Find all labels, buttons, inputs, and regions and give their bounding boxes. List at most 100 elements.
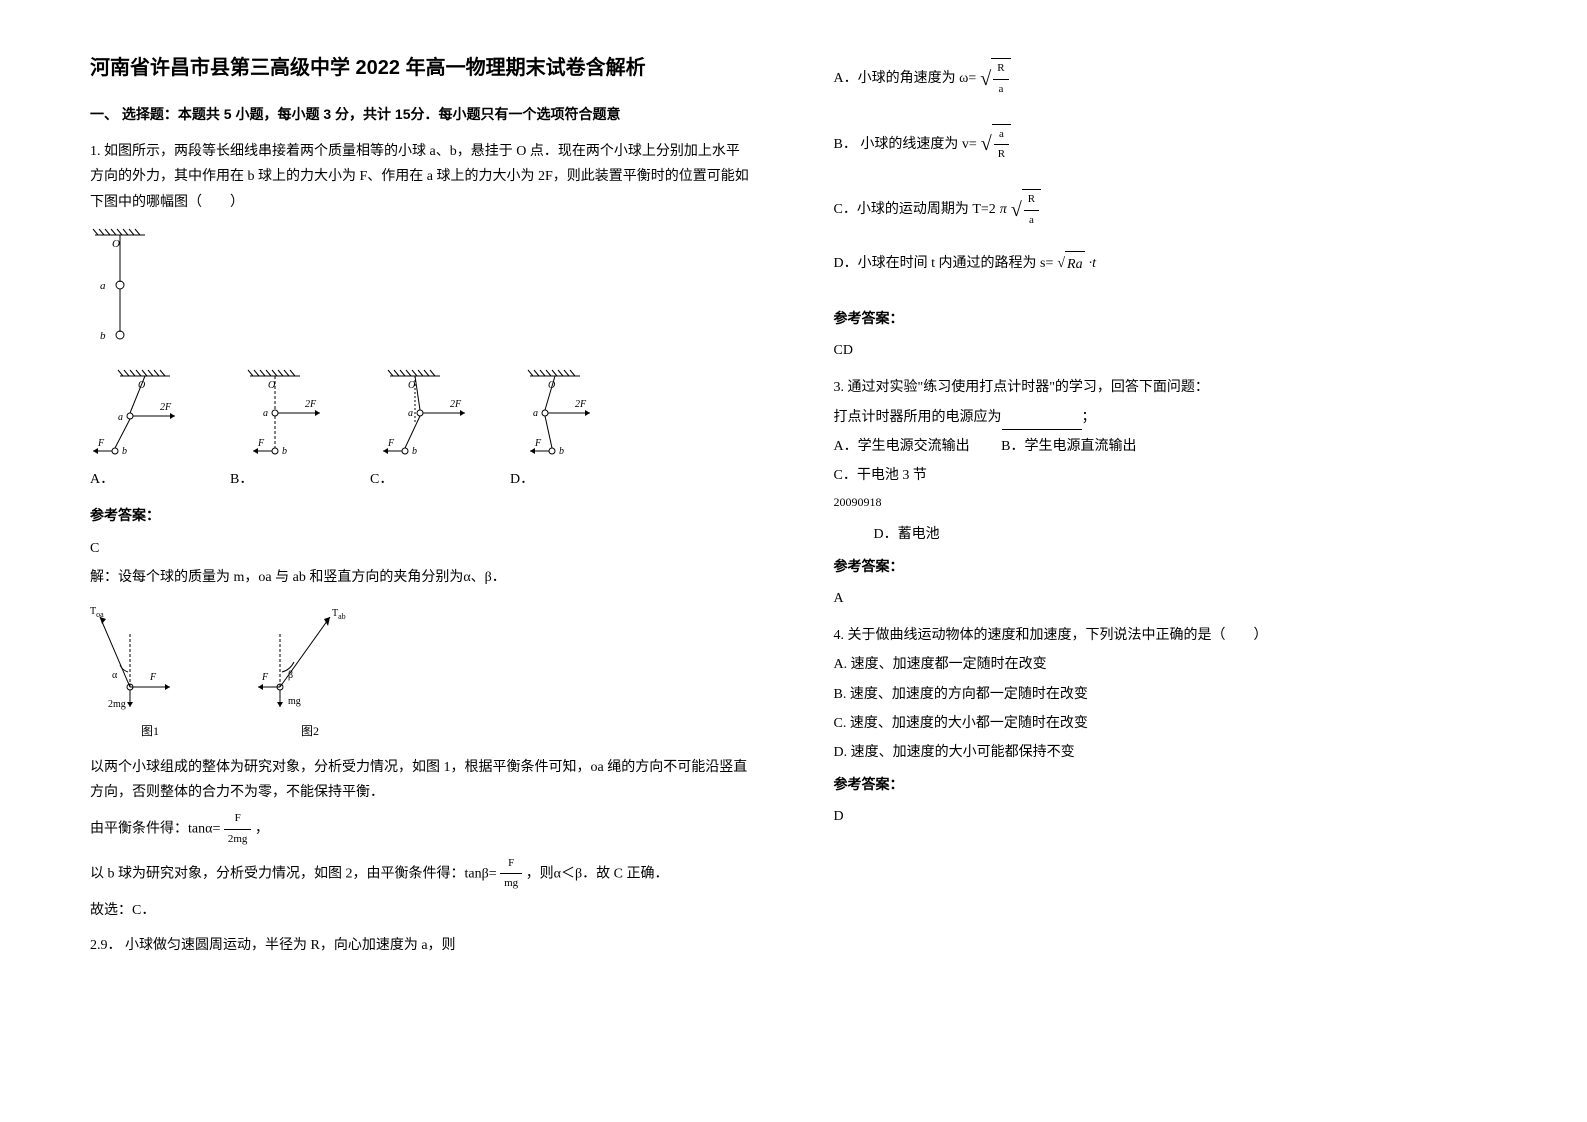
svg-text:F: F <box>97 438 105 449</box>
q1-sol4b: ，则α＜β．故 C 正确． <box>526 866 669 881</box>
svg-text:Toa: Toa <box>90 606 104 619</box>
q3-optC: C．干电池 3 节 <box>834 463 1498 488</box>
q1-optC-svg: O a 2F b F <box>370 368 480 458</box>
frac-num2: F <box>500 854 522 875</box>
q2-option-a: A．小球的角速度为 ω= √ Ra <box>834 58 1498 100</box>
svg-text:F: F <box>149 672 157 683</box>
label-b: b <box>100 330 106 342</box>
svg-text:2mg: 2mg <box>108 699 126 710</box>
q1-setup-diagram: O a b <box>90 227 754 356</box>
q4-text: 4. 关于做曲线运动物体的速度和加速度，下列说法中正确的是（ ） <box>834 623 1498 648</box>
q3-code: 20090918 <box>834 492 1498 514</box>
q2-optA-prefix: A．小球的角速度为 ω= <box>834 66 977 91</box>
svg-text:mg: mg <box>288 696 301 707</box>
frac-R2: R <box>994 145 1009 165</box>
svg-text:α: α <box>112 670 118 681</box>
q1-solution-diagrams: Toa F α 2mg 图1 Tab <box>90 602 754 743</box>
svg-text:2F: 2F <box>160 402 172 413</box>
q1-solution-4: 以 b 球为研究对象，分析受力情况，如图 2，由平衡条件得：tanβ= F mg… <box>90 854 754 895</box>
q3-optA: A．学生电源交流输出 <box>834 439 970 454</box>
frac-a2: a <box>994 125 1009 146</box>
svg-text:F: F <box>257 438 265 449</box>
frac-R3: R <box>1024 190 1039 211</box>
q1-option-a: O a 2F b F A． <box>90 368 200 492</box>
section-1-header: 一、 选择题：本题共 5 小题，每小题 3 分，共计 15分．每小题只有一个选项… <box>90 102 754 127</box>
q2-optD-prefix: D．小球在时间 t 内通过的路程为 s= <box>834 251 1054 276</box>
svg-text:O: O <box>548 380 555 391</box>
frac-R: R <box>993 59 1008 80</box>
svg-text:F: F <box>387 438 395 449</box>
q1-options-row: O a 2F b F A． <box>90 368 754 492</box>
document-title: 河南省许昌市县第三高级中学 2022 年高一物理期末试卷含解析 <box>90 50 754 86</box>
sqrt-icon: √ Ra <box>1011 189 1041 231</box>
q1-optD-label: D． <box>510 472 534 487</box>
q1-option-c: O a 2F b F C． <box>370 368 480 492</box>
frac-den: 2mg <box>224 830 252 850</box>
fraction-F-mg: F mg <box>500 854 522 895</box>
q1-answer: C <box>90 536 754 561</box>
svg-text:a: a <box>263 408 268 419</box>
q3-optB: B．学生电源直流输出 <box>1001 439 1136 454</box>
q4-answer: D <box>834 804 1498 829</box>
q3-answer: A <box>834 586 1498 611</box>
svg-text:a: a <box>408 408 413 419</box>
svg-text:b: b <box>122 446 127 457</box>
svg-text:F: F <box>534 438 542 449</box>
q1-optA-svg: O a 2F b F <box>90 368 200 458</box>
q3-text: 3. 通过对实验"练习使用打点计时器"的学习，回答下面问题： <box>834 375 1498 400</box>
svg-text:Tab: Tab <box>332 608 346 621</box>
svg-text:O: O <box>408 380 415 391</box>
q2-optC-prefix: C．小球的运动周期为 T=2 <box>834 197 996 222</box>
q3-answer-label: 参考答案： <box>834 555 1498 580</box>
q1-solution-3: 由平衡条件得：tanα= F 2mg ， <box>90 809 754 850</box>
q1-sol-fig1: Toa F α 2mg 图1 <box>90 602 210 743</box>
q3-options-ab: A．学生电源交流输出 B．学生电源直流输出 <box>834 434 1498 459</box>
svg-text:a: a <box>118 412 123 423</box>
svg-text:a: a <box>533 408 538 419</box>
left-column: 河南省许昌市县第三高级中学 2022 年高一物理期末试卷含解析 一、 选择题：本… <box>90 50 754 1072</box>
sqrt-icon: √ aR <box>981 124 1011 166</box>
question-1: 1. 如图所示，两段等长细线串接着两个质量相等的小球 a、b，悬挂于 O 点．现… <box>90 139 754 923</box>
q1-sol-fig2: Tab F β mg 图2 <box>250 602 370 743</box>
q3-line2: 打点计时器所用的电源应为； <box>834 405 1498 430</box>
q1-sol3a: 由平衡条件得：tanα= <box>90 822 220 837</box>
q4-optC: C. 速度、加速度的大小都一定随时在改变 <box>834 711 1498 736</box>
svg-text:2F: 2F <box>450 399 462 410</box>
sqrt-Ra: Ra <box>1065 251 1085 277</box>
q1-option-b: O a 2F b F B． <box>230 368 340 492</box>
frac-a: a <box>993 80 1008 100</box>
frac-a3: a <box>1024 211 1039 231</box>
q1-sol4a: 以 b 球为研究对象，分析受力情况，如图 2，由平衡条件得：tanβ= <box>90 866 497 881</box>
q2-option-c: C．小球的运动周期为 T=2 π √ Ra <box>834 189 1498 231</box>
blank-input <box>1002 416 1082 430</box>
pi-symbol: π <box>1000 197 1007 222</box>
q2-optB-prefix: B． 小球的线速度为 v= <box>834 132 977 157</box>
label-a: a <box>100 280 106 292</box>
svg-text:F: F <box>261 672 269 683</box>
right-column: A．小球的角速度为 ω= √ Ra B． 小球的线速度为 v= √ aR C．小… <box>834 50 1498 1072</box>
sqrt-icon: √ Ra <box>1057 251 1084 277</box>
fig1-label: 图1 <box>90 721 210 743</box>
svg-text:b: b <box>412 446 417 457</box>
q1-optC-label: C． <box>370 472 393 487</box>
q1-solution-1: 解：设每个球的质量为 m，oa 与 ab 和竖直方向的夹角分别为α、β． <box>90 565 754 590</box>
svg-text:b: b <box>282 446 287 457</box>
q4-optD: D. 速度、加速度的大小可能都保持不变 <box>834 740 1498 765</box>
q1-setup-svg: O a b <box>90 227 160 347</box>
frac-den2: mg <box>500 874 522 894</box>
label-O: O <box>112 238 120 250</box>
fraction-F-2mg: F 2mg <box>224 809 252 850</box>
svg-text:β: β <box>288 670 293 681</box>
question-4: 4. 关于做曲线运动物体的速度和加速度，下列说法中正确的是（ ） A. 速度、加… <box>834 623 1498 829</box>
q4-optB: B. 速度、加速度的方向都一定随时在改变 <box>834 682 1498 707</box>
q3-optD: D．蓄电池 <box>834 522 1498 547</box>
q2-option-b: B． 小球的线速度为 v= √ aR <box>834 124 1498 166</box>
question-3: 3. 通过对实验"练习使用打点计时器"的学习，回答下面问题： 打点计时器所用的电… <box>834 375 1498 611</box>
q2-answer: CD <box>834 338 1498 363</box>
q1-solution-5: 故选：C． <box>90 898 754 923</box>
q2-text: 2.9． 小球做匀速圆周运动，半径为 R，向心加速度为 a，则 <box>90 933 754 958</box>
q3-line2-prefix: 打点计时器所用的电源应为 <box>834 410 1002 425</box>
svg-text:2F: 2F <box>305 399 317 410</box>
q2-answer-label: 参考答案： <box>834 307 1498 332</box>
sqrt-icon: √ Ra <box>980 58 1010 100</box>
